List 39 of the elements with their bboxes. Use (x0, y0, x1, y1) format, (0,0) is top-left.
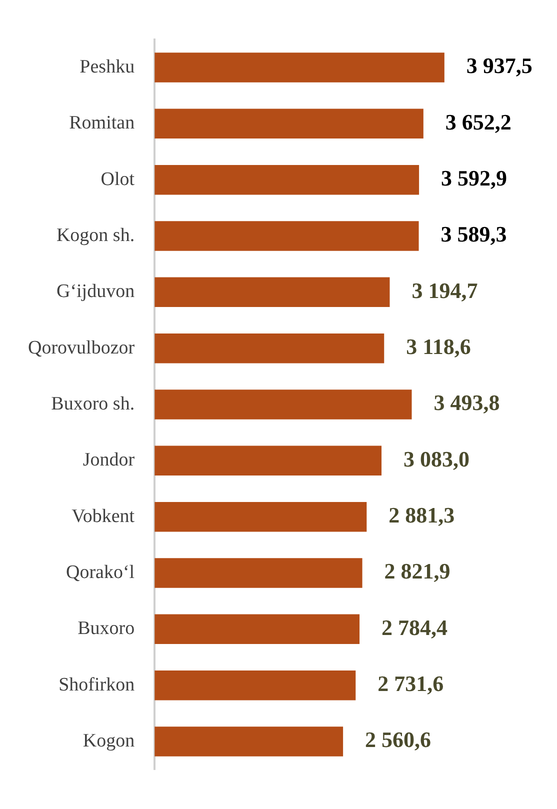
y-tick-label: Buxoro sh. (51, 393, 135, 414)
bar (154, 108, 424, 139)
bar (154, 726, 344, 756)
data-label: 2 821,9 (384, 558, 450, 584)
data-label: 2 881,3 (388, 502, 455, 528)
y-tick-label: Olot (100, 168, 136, 190)
bar (154, 502, 367, 532)
bar (154, 52, 444, 82)
y-tick-label: Romitan (69, 112, 136, 134)
bar (154, 333, 384, 364)
y-tick-label: Buxoro (78, 618, 135, 640)
data-label: 3 589,3 (440, 222, 507, 247)
data-label: 3 652,2 (445, 109, 512, 134)
data-label: 3 937,5 (466, 53, 532, 78)
data-label: 3 083,0 (404, 446, 470, 472)
bar (154, 670, 356, 700)
bar (154, 446, 382, 476)
y-tick-label: G‘ijduvon (56, 281, 136, 302)
bar (154, 277, 390, 308)
bar (154, 221, 419, 251)
y-tick-label: Kogon (82, 730, 136, 752)
bar (154, 614, 360, 644)
y-tick-label: Qorovulbozor (28, 337, 136, 358)
y-tick-label: Kogon sh. (56, 224, 135, 246)
y-tick-label: Vobkent (72, 506, 136, 527)
data-label: 2 731,6 (378, 671, 444, 696)
data-label: 3 118,6 (406, 334, 471, 360)
bar (154, 390, 412, 420)
y-tick-label: Qorako‘l (66, 562, 135, 583)
data-label: 2 784,4 (382, 614, 448, 640)
data-label: 3 493,8 (434, 390, 500, 416)
data-label: 3 592,9 (441, 166, 508, 191)
y-tick-label: Shofirkon (58, 674, 136, 696)
y-tick-label: Peshku (80, 56, 136, 78)
y-tick-label: Jondor (82, 450, 136, 471)
bar (154, 164, 420, 195)
data-label: 3 194,7 (412, 278, 478, 303)
data-label: 2 560,6 (365, 727, 432, 752)
bar (154, 558, 362, 588)
